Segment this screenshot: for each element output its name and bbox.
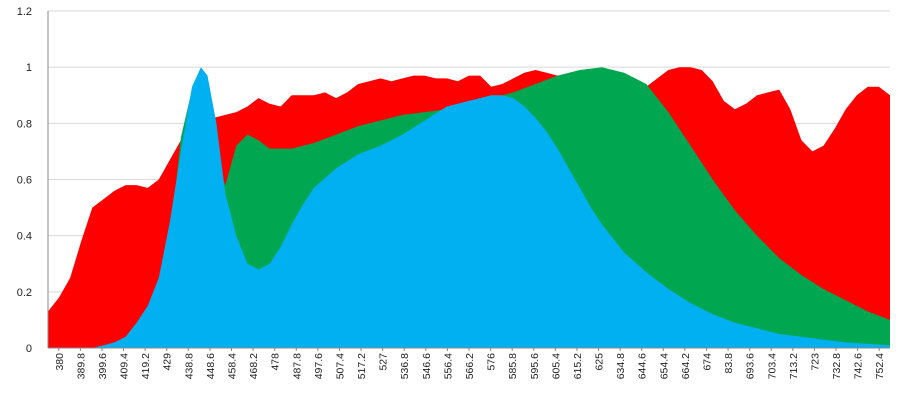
y-tick-label: 1.2: [17, 6, 32, 18]
x-tick-label: 723: [809, 353, 821, 371]
y-tick-label: 0.8: [17, 118, 32, 130]
x-tick-label: 546.6: [421, 353, 433, 379]
x-tick-label: 409.4: [119, 353, 131, 379]
y-tick-label: 0.6: [17, 175, 32, 187]
x-tick-label: 713.2: [788, 353, 800, 379]
x-tick-label: 438.8: [183, 353, 195, 379]
x-tick-label: 693.6: [745, 353, 757, 379]
x-tick-label: 419.2: [140, 353, 152, 379]
x-tick-label: 448.6: [205, 353, 217, 379]
x-tick-label: 458.4: [227, 353, 239, 379]
x-tick-label: 389.8: [75, 353, 87, 379]
x-tick-label: 478: [270, 353, 282, 371]
x-tick-label: 556.4: [442, 353, 454, 379]
x-tick-label: 399.6: [97, 353, 109, 379]
y-tick-label: 0.4: [17, 231, 32, 243]
series-areas: [48, 67, 890, 348]
x-tick-label: 507.4: [335, 353, 347, 379]
x-tick-label: 752.4: [874, 353, 886, 379]
x-tick-label: 83.8: [723, 353, 735, 374]
x-tick-label: 664.2: [680, 353, 692, 379]
x-tick-label: 468.2: [248, 353, 260, 379]
x-tick-label: 380: [54, 353, 66, 371]
x-tick-label: 634.8: [615, 353, 627, 379]
y-tick-label: 0: [26, 343, 32, 355]
y-tick-labels: 0 0.2 0.4 0.6 0.8 1 1.2: [17, 6, 32, 355]
x-tick-label: 625: [594, 353, 606, 371]
x-tick-label: 517.2: [356, 353, 368, 379]
x-tick-label: 732.8: [831, 353, 843, 379]
y-tick-label: 0.2: [17, 287, 32, 299]
x-tick-label: 536.8: [399, 353, 411, 379]
x-tick-label: 527: [378, 353, 390, 371]
x-tick-label: 487.8: [291, 353, 303, 379]
x-tick-label: 429: [162, 353, 174, 371]
x-tick-labels: 380 389.8 399.6 409.4 419.2 429 438.8 448.6 458.…: [54, 348, 886, 379]
x-tick-label: 742.6: [853, 353, 865, 379]
x-tick-label: 674: [702, 353, 714, 371]
x-tick-label: 566.2: [464, 353, 476, 379]
x-tick-label: 644.6: [637, 353, 649, 379]
x-tick-label: 654.4: [658, 353, 670, 379]
x-tick-label: 595.6: [529, 353, 541, 379]
x-tick-label: 585.8: [507, 353, 519, 379]
x-tick-label: 497.6: [313, 353, 325, 379]
x-tick-label: 615.2: [572, 353, 584, 379]
x-tick-label: 576: [486, 353, 498, 371]
y-tick-label: 1: [26, 62, 32, 74]
series-area-2: [48, 67, 890, 348]
x-tick-label: 605.4: [550, 353, 562, 379]
x-tick-label: 703.4: [766, 353, 778, 379]
